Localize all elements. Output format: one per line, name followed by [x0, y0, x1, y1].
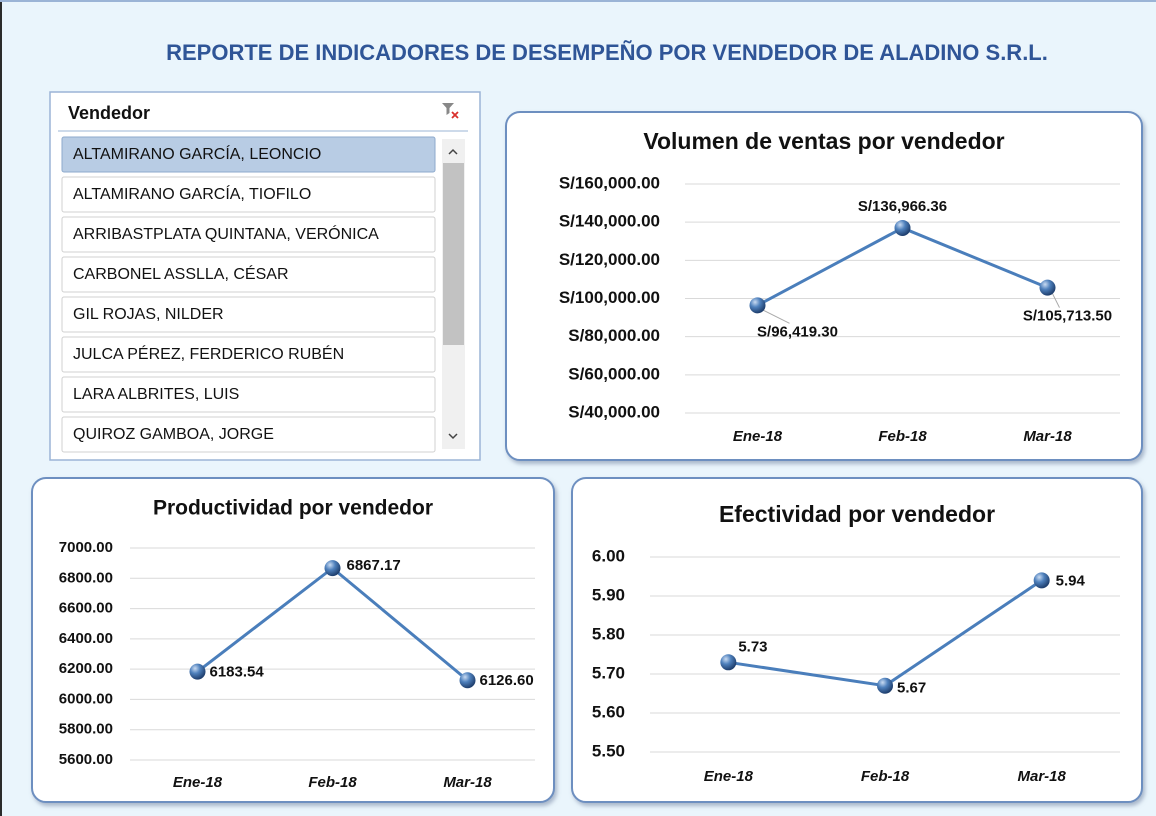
y-tick-label: 5.80	[592, 624, 625, 643]
data-point	[749, 297, 766, 314]
y-tick-label: 5.50	[592, 741, 625, 760]
data-label: 5.94	[1056, 572, 1086, 589]
data-point	[1039, 279, 1056, 296]
slicer-item[interactable]: JULCA PÉREZ, FERDERICO RUBÉN	[61, 336, 436, 373]
y-tick-label: S/160,000.00	[559, 173, 660, 192]
y-tick-label: S/40,000.00	[568, 402, 660, 421]
slicer-item-label: GIL ROJAS, NILDER	[73, 306, 224, 323]
slicer-item-box	[61, 136, 436, 173]
slicer-item-box	[61, 296, 436, 333]
y-tick-label: 5800.00	[59, 721, 113, 738]
x-tick-label: Mar-18	[443, 774, 492, 791]
data-label: 5.67	[897, 680, 926, 697]
y-tick-label: 6200.00	[59, 660, 113, 677]
chart-title: Efectividad por vendedor	[719, 501, 995, 527]
y-tick-label: S/140,000.00	[559, 212, 660, 231]
data-point	[720, 654, 737, 671]
chart-box	[31, 477, 555, 803]
data-point	[1033, 572, 1050, 589]
y-tick-label: S/80,000.00	[568, 326, 660, 345]
slicer-item[interactable]: ALTAMIRANO GARCÍA, TIOFILO	[61, 176, 436, 213]
report-title: REPORTE DE INDICADORES DE DESEMPEÑO POR …	[166, 40, 1048, 65]
y-tick-label: 6600.00	[59, 600, 113, 617]
y-tick-label: S/100,000.00	[559, 288, 660, 307]
leader-line	[1051, 291, 1060, 308]
slicer-item-box	[61, 216, 436, 253]
leader-line	[761, 308, 790, 324]
slicer-item[interactable]: LARA ALBRITES, LUIS	[61, 376, 436, 413]
y-tick-label: 5600.00	[59, 751, 113, 768]
data-point	[894, 219, 911, 236]
y-tick-label: S/60,000.00	[568, 364, 660, 383]
y-tick-label: 7000.00	[59, 539, 113, 556]
data-point	[459, 672, 476, 689]
y-tick-label: 6400.00	[59, 630, 113, 647]
y-tick-label: 6.00	[592, 546, 625, 565]
chart-box	[571, 477, 1143, 803]
y-tick-label: S/120,000.00	[559, 250, 660, 269]
scroll-down[interactable]	[448, 433, 458, 440]
slicer-item-label: LARA ALBRITES, LUIS	[73, 386, 239, 403]
slicer-item-label: ALTAMIRANO GARCÍA, LEONCIO	[73, 144, 321, 163]
data-label: S/136,966.36	[858, 198, 947, 215]
scrollbar-thumb[interactable]	[443, 163, 464, 345]
scroll-up[interactable]	[448, 148, 458, 155]
y-tick-label: 5.70	[592, 663, 625, 682]
x-tick-label: Mar-18	[1023, 428, 1072, 445]
y-tick-label: 5.90	[592, 585, 625, 604]
slicer-item-label: CARBONEL ASSLLA, CÉSAR	[73, 264, 289, 283]
x-tick-label: Mar-18	[1017, 768, 1066, 785]
data-label: S/96,419.30	[757, 323, 838, 340]
y-tick-label: 6800.00	[59, 569, 113, 586]
slicer-item-box	[61, 176, 436, 213]
slicer-item-box	[61, 416, 436, 453]
slicer-item[interactable]: GIL ROJAS, NILDER	[61, 296, 436, 333]
data-point	[877, 677, 893, 694]
data-label: 6126.60	[480, 672, 534, 689]
slicer-item-label: ALTAMIRANO GARCÍA, TIOFILO	[73, 184, 311, 203]
chart-title: Productividad por vendedor	[153, 497, 433, 520]
slicer-item[interactable]: QUIROZ GAMBOA, JORGE	[61, 416, 436, 453]
slicer-item-label: JULCA PÉREZ, FERDERICO RUBÉN	[73, 344, 344, 363]
data-point	[189, 663, 206, 680]
slicer-item[interactable]: CARBONEL ASSLLA, CÉSAR	[61, 256, 436, 293]
slicer-item-label: ARRIBASTPLATA QUINTANA, VERÓNICA	[73, 224, 379, 243]
x-tick-label: Ene-18	[173, 774, 223, 791]
slicer-item-box	[61, 256, 436, 293]
x-tick-label: Feb-18	[861, 768, 910, 785]
y-tick-label: 5.60	[592, 702, 625, 721]
data-label: 5.73	[738, 638, 767, 655]
x-tick-label: Ene-18	[704, 768, 754, 785]
chart-title: Volumen de ventas por vendedor	[643, 128, 1004, 154]
slicer-item[interactable]: ARRIBASTPLATA QUINTANA, VERÓNICA	[61, 216, 436, 253]
data-label: 6867.17	[347, 557, 401, 574]
x-tick-label: Ene-18	[733, 428, 783, 445]
slicer-header: Vendedor	[68, 103, 150, 123]
slicer-item-box	[61, 376, 436, 413]
chart-box	[505, 111, 1143, 461]
clear-filter[interactable]	[442, 103, 459, 119]
x-tick-label: Feb-18	[878, 428, 927, 445]
data-point	[324, 560, 341, 577]
data-label: 6183.54	[210, 664, 265, 681]
slicer-item-label: QUIROZ GAMBOA, JORGE	[73, 426, 274, 443]
x-tick-label: Feb-18	[308, 774, 357, 791]
slicer-item-box	[61, 336, 436, 373]
data-label: S/105,713.50	[1023, 308, 1112, 325]
y-tick-label: 6000.00	[59, 690, 113, 707]
slicer-item[interactable]: ALTAMIRANO GARCÍA, LEONCIO	[61, 136, 436, 173]
